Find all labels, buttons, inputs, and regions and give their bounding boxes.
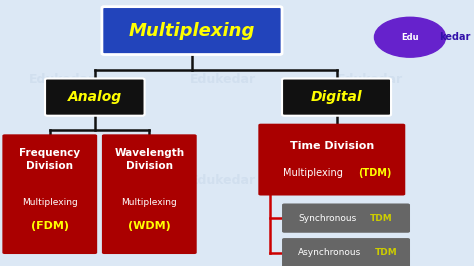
Text: (WDM): (WDM)	[128, 221, 171, 231]
Text: TDM: TDM	[375, 248, 398, 257]
Text: Edukedar: Edukedar	[337, 174, 403, 187]
Text: Edukedar: Edukedar	[337, 73, 403, 86]
Text: kedar: kedar	[439, 32, 471, 42]
Text: Synchronous: Synchronous	[298, 214, 356, 223]
Text: Asynchronous: Asynchronous	[298, 248, 361, 257]
Text: (FDM): (FDM)	[31, 221, 69, 231]
FancyBboxPatch shape	[2, 134, 97, 254]
Text: Time Division: Time Division	[290, 141, 374, 151]
FancyBboxPatch shape	[282, 238, 410, 266]
FancyBboxPatch shape	[282, 78, 391, 116]
Text: Frequency
Division: Frequency Division	[19, 148, 80, 171]
Text: Multiplexing: Multiplexing	[283, 168, 343, 178]
FancyBboxPatch shape	[102, 7, 282, 55]
Text: Digital: Digital	[311, 90, 362, 104]
Text: (TDM): (TDM)	[358, 168, 391, 178]
Text: Analog: Analog	[68, 90, 122, 104]
FancyBboxPatch shape	[45, 78, 145, 116]
Text: Edukedar: Edukedar	[190, 174, 256, 187]
FancyBboxPatch shape	[258, 124, 405, 196]
Text: TDM: TDM	[370, 214, 393, 223]
Text: Edu: Edu	[401, 33, 419, 42]
Text: Multiplexing: Multiplexing	[129, 22, 255, 40]
Text: Multiplexing: Multiplexing	[121, 198, 177, 207]
FancyBboxPatch shape	[282, 203, 410, 233]
FancyBboxPatch shape	[102, 134, 197, 254]
Circle shape	[374, 17, 446, 57]
Text: Wavelength
Division: Wavelength Division	[114, 148, 184, 171]
Text: Edukedar: Edukedar	[28, 73, 95, 86]
Text: Edukedar: Edukedar	[190, 73, 256, 86]
Text: Edukedar: Edukedar	[28, 174, 95, 187]
Text: Multiplexing: Multiplexing	[22, 198, 78, 207]
